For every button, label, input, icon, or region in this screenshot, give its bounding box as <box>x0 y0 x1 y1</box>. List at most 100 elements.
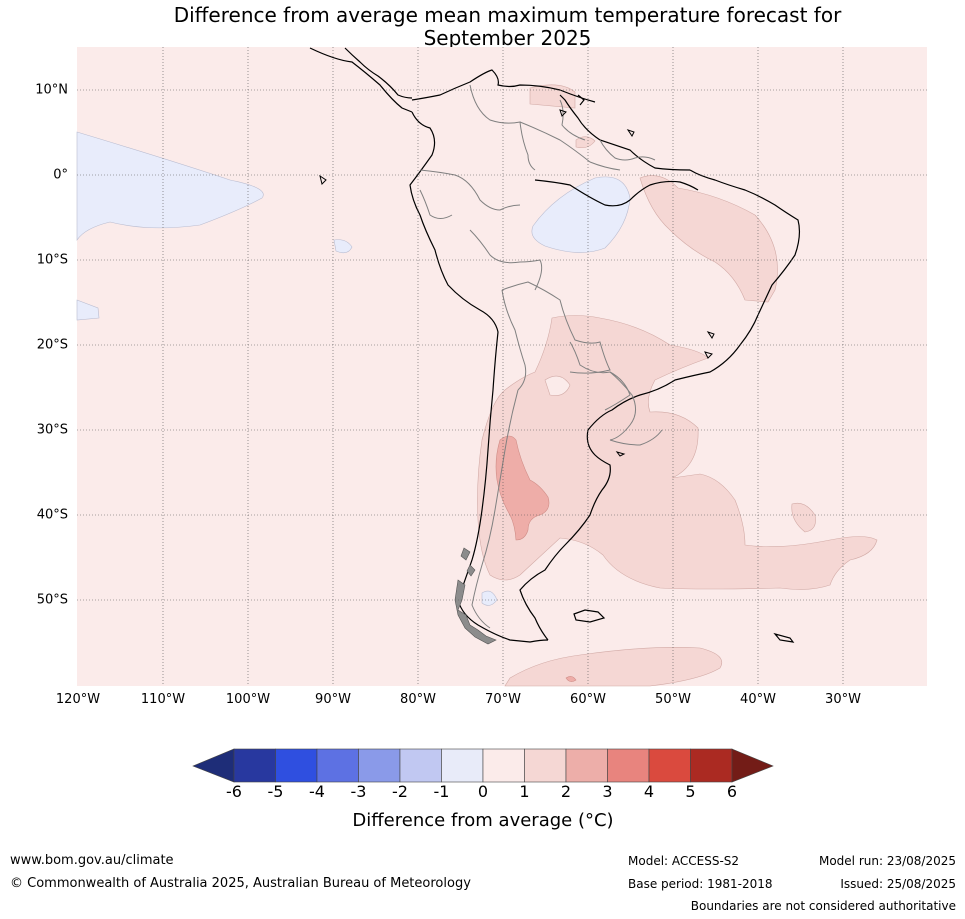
lat-label: 10°N <box>35 82 68 98</box>
map-background <box>77 47 927 686</box>
lat-label: 0° <box>53 167 68 183</box>
lat-label: 40°S <box>36 507 68 523</box>
colorbar-tick: -6 <box>226 782 242 801</box>
warm-area-northeast <box>639 175 778 303</box>
lon-label: 50°W <box>655 692 691 707</box>
lon-label: 80°W <box>400 692 436 707</box>
colorbar-tick: 3 <box>602 782 613 801</box>
border-colombia-south <box>419 169 521 211</box>
coast-trinidad <box>577 94 585 106</box>
lat-label: 10°S <box>36 252 68 268</box>
lat-label: 30°S <box>36 422 68 438</box>
title-line-1: Difference from average mean maximum tem… <box>173 3 842 27</box>
graticule <box>77 47 927 686</box>
colorbar-low-arrow <box>192 748 235 783</box>
country-borders <box>419 84 663 629</box>
chile-archipelago <box>454 547 497 645</box>
copyright-text: © Commonwealth of Australia 2025, Austra… <box>10 876 471 891</box>
colorbar-bin <box>358 748 401 783</box>
colorbar-tick: 4 <box>643 782 655 801</box>
coast-north <box>559 94 691 171</box>
website-link[interactable]: www.bom.gov.au/climate <box>10 853 174 868</box>
cool-area-pacific-small <box>76 299 100 321</box>
coast-central-america-pacific <box>309 47 413 113</box>
lon-label: 90°W <box>315 692 351 707</box>
border-brazil-north <box>519 121 621 171</box>
warm-anomaly-areas <box>477 84 878 687</box>
colorbar-tick: -3 <box>350 782 367 801</box>
coast-east <box>519 169 801 641</box>
coast-falklands-east <box>573 609 606 623</box>
coast-west <box>409 111 549 643</box>
colorbar-bin <box>441 748 484 783</box>
colorbar-bin <box>607 748 650 783</box>
model-run-date: Model run: 23/08/2025 <box>818 854 956 868</box>
colorbar-tick: -4 <box>309 782 325 801</box>
colorbar-label: Difference from average (°C) <box>352 810 614 831</box>
issued-date: Issued: 25/08/2025 <box>840 877 956 891</box>
lon-label: 70°W <box>485 692 521 707</box>
lon-label: 100°W <box>225 692 271 707</box>
border-guyana-suriname <box>599 139 656 161</box>
colorbar-tick: 0 <box>477 782 489 801</box>
colorbar-bin <box>233 748 276 783</box>
warm-area-atlantic-small <box>791 502 816 533</box>
coast-amazon-river <box>534 179 699 207</box>
boundaries-disclaimer: Boundaries are not considered authoritat… <box>690 899 956 913</box>
warm-area-central <box>477 315 878 590</box>
coastlines <box>309 47 801 643</box>
border-argentina-brazil <box>609 371 636 441</box>
colorbar-bin <box>565 748 608 783</box>
border-uruguay <box>609 429 663 446</box>
base-period: Base period: 1981-2018 <box>628 877 773 891</box>
hot-area-argentina <box>495 435 550 541</box>
map-title: Difference from average mean maximum tem… <box>0 4 965 50</box>
cool-anomaly-areas <box>76 131 631 606</box>
lon-label: 120°W <box>55 692 101 707</box>
lat-label: 50°S <box>36 592 68 608</box>
colorbar-bin <box>648 748 691 783</box>
colorbar-bin <box>275 748 318 783</box>
coast-caribbean-south <box>411 69 596 103</box>
coast-south-georgia <box>773 632 795 643</box>
warm-area-inner-hole <box>544 375 571 396</box>
small-islands <box>319 109 715 457</box>
coast-central-america-caribbean <box>344 47 413 99</box>
colorbar <box>192 748 774 783</box>
hot-area-south-small <box>565 676 577 682</box>
cool-area-pacific <box>76 131 264 241</box>
cool-area-patagonia <box>481 590 498 606</box>
warm-area-guiana <box>575 136 596 149</box>
colorbar-tick: -5 <box>267 782 284 801</box>
colorbar-tick: -1 <box>433 782 450 801</box>
title-line-2: September 2025 <box>423 26 592 50</box>
colorbar-tick: 6 <box>726 782 738 801</box>
colorbar-tick: 1 <box>519 782 530 801</box>
lon-label: 60°W <box>570 692 606 707</box>
border-venezuela-guyana <box>559 99 586 141</box>
colorbar-bin <box>482 748 525 783</box>
lat-label: 20°S <box>36 337 68 353</box>
colorbar-bin <box>399 748 442 783</box>
cool-area-amazon <box>531 176 631 253</box>
hot-anomaly-areas <box>495 435 577 682</box>
lon-label: 30°W <box>825 692 861 707</box>
cool-area-islet <box>333 239 353 254</box>
border-ecuador-peru <box>419 189 453 219</box>
lon-label: 40°W <box>740 692 776 707</box>
colorbar-high-arrow <box>731 748 774 783</box>
model-name: Model: ACCESS-S2 <box>628 854 740 868</box>
lon-label: 110°W <box>140 692 186 707</box>
colorbar-bin <box>316 748 359 783</box>
colorbar-tick: -2 <box>392 782 408 801</box>
border-peru-brazil <box>469 229 543 291</box>
border-bolivia <box>501 281 611 374</box>
colorbar-bin <box>690 748 733 783</box>
colorbar-tick: 2 <box>560 782 572 801</box>
colorbar-tick: 5 <box>685 782 696 801</box>
warm-area-south <box>504 647 723 687</box>
colorbar-bin <box>524 748 567 783</box>
border-bolivia-chile <box>501 289 527 391</box>
border-chile-argentina <box>471 389 519 629</box>
